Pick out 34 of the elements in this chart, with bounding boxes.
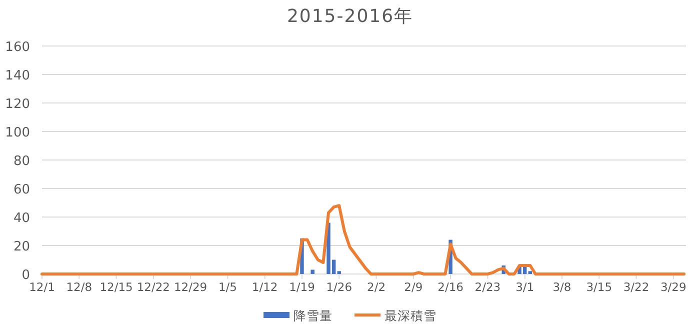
y-tick-label: 100 bbox=[5, 126, 30, 140]
chart-title: 2015-2016年 bbox=[286, 6, 414, 27]
x-tick-label: 3/8 bbox=[552, 280, 572, 294]
x-tick-label: 2/23 bbox=[474, 280, 501, 294]
x-tick-label: 1/5 bbox=[218, 280, 237, 294]
y-tick-label: 0 bbox=[22, 268, 30, 283]
x-tick-label: 12/8 bbox=[66, 280, 92, 294]
x-tick-label: 2/2 bbox=[367, 280, 386, 294]
legend-label: 最深積雪 bbox=[384, 308, 436, 323]
x-tick-label: 3/15 bbox=[586, 280, 612, 294]
x-tick-label: 12/22 bbox=[136, 280, 170, 294]
y-tick-label: 60 bbox=[13, 182, 30, 198]
bar bbox=[310, 270, 314, 274]
x-tick-label: 3/29 bbox=[660, 280, 686, 294]
x-tick-label: 1/19 bbox=[289, 280, 315, 294]
y-tick-label: 80 bbox=[13, 154, 30, 169]
x-tick-label: 3/1 bbox=[516, 280, 534, 294]
x-tick-label: 2/9 bbox=[404, 280, 423, 294]
x-tick-label: 12/29 bbox=[174, 280, 208, 294]
bar bbox=[337, 271, 341, 274]
bar bbox=[528, 271, 532, 274]
y-tick-label: 20 bbox=[13, 240, 30, 254]
x-tick-label: 1/12 bbox=[252, 280, 278, 294]
y-tick-label: 120 bbox=[5, 97, 30, 112]
y-tick-label: 140 bbox=[5, 68, 30, 84]
line-series bbox=[40, 204, 686, 276]
y-tick-label: 160 bbox=[5, 40, 30, 55]
y-tick-label: 40 bbox=[13, 211, 30, 226]
x-tick-label: 2/16 bbox=[438, 280, 464, 294]
legend-label: 降雪量 bbox=[294, 308, 332, 323]
x-tick-label: 12/1 bbox=[29, 280, 55, 294]
x-tick-label: 3/22 bbox=[623, 280, 650, 294]
x-tick-label: 12/15 bbox=[100, 280, 133, 294]
x-tick-label: 1/26 bbox=[326, 280, 352, 294]
